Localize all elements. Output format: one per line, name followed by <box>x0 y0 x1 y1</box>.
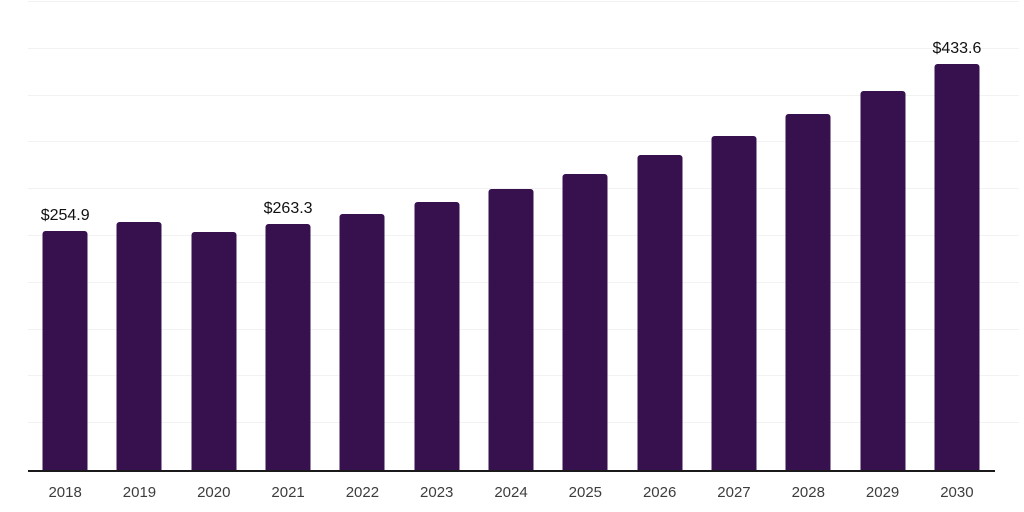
bar-2026 <box>637 155 683 470</box>
bar-slot-2025 <box>548 2 622 470</box>
gridline <box>28 141 1019 143</box>
x-tick-2026: 2026 <box>642 484 677 501</box>
bar-slot-2021: $263.3 <box>251 2 325 470</box>
x-tick-2018: 2018 <box>48 484 82 501</box>
x-tick-2023: 2023 <box>420 484 454 501</box>
x-tick-2027: 2027 <box>717 484 751 501</box>
x-tick-2021: 2021 <box>271 484 305 501</box>
x-axis-line <box>28 470 995 472</box>
bar-2028 <box>785 114 831 470</box>
bar-slot-2026 <box>623 2 697 470</box>
x-tick-2020: 2020 <box>197 484 231 501</box>
value-label-2018: $254.9 <box>40 207 90 225</box>
bar-2019 <box>116 221 162 470</box>
bar-2018 <box>42 231 88 470</box>
x-tick-2028: 2028 <box>791 484 825 501</box>
bar-slot-2024 <box>474 2 548 470</box>
bar-2023 <box>414 201 460 470</box>
x-tick-2030: 2030 <box>940 484 974 501</box>
x-tick-2019: 2019 <box>122 484 157 501</box>
value-label-2021: $263.3 <box>263 199 313 217</box>
gridline <box>28 94 1019 96</box>
bar-slot-2018: $254.9 <box>28 2 102 470</box>
gridline <box>28 1 1019 2</box>
bar-2021 <box>265 223 311 470</box>
x-tick-2024: 2024 <box>494 484 528 501</box>
x-tick-2025: 2025 <box>568 484 603 501</box>
x-tick-2022: 2022 <box>345 484 380 501</box>
x-axis-tick-labels: 2018 2019 2020 2021 2022 2023 2024 2025 2026 2027… <box>28 484 994 502</box>
bars-layer: $254.9 $263.3 $433.6 <box>28 2 994 470</box>
gridline <box>28 47 1019 49</box>
bar-slot-2022 <box>325 2 399 470</box>
bar-2029 <box>860 90 906 470</box>
bar-2030 <box>934 64 980 470</box>
bar-slot-2019 <box>102 2 176 470</box>
bar-2020 <box>191 232 237 470</box>
bar-slot-2030: $433.6 <box>920 2 994 470</box>
bar-slot-2023 <box>400 2 474 470</box>
bar-2024 <box>488 188 534 470</box>
gridline <box>28 188 1019 190</box>
bar-2022 <box>339 214 385 470</box>
bar-slot-2020 <box>177 2 251 470</box>
bar-slot-2029 <box>845 2 919 470</box>
x-tick-2029: 2029 <box>865 484 900 501</box>
value-label-2030: $433.6 <box>932 40 982 58</box>
bar-2027 <box>711 136 757 470</box>
bar-slot-2028 <box>771 2 845 470</box>
bar-slot-2027 <box>697 2 771 470</box>
bar-2025 <box>562 173 608 470</box>
